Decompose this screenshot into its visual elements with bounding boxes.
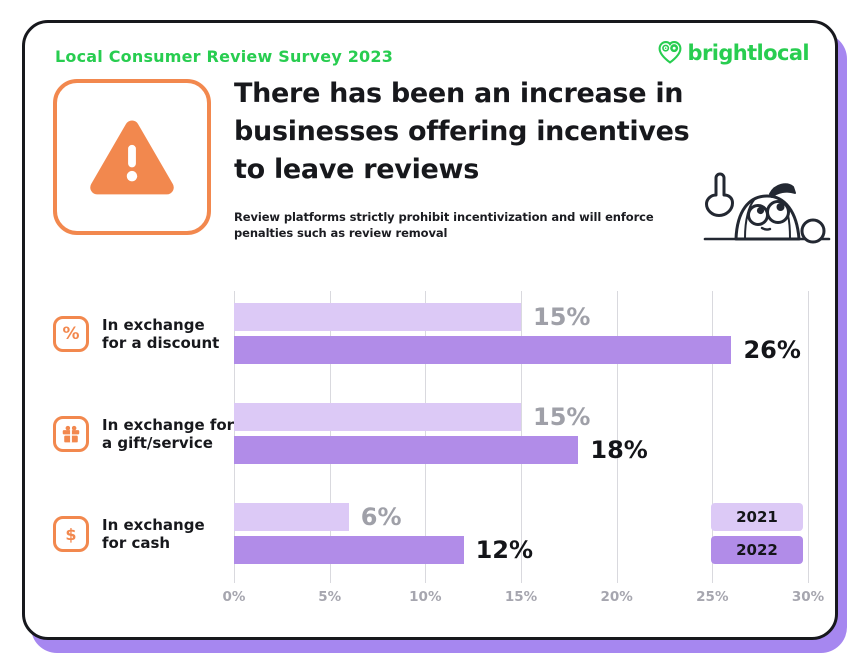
x-axis-label: 5% <box>318 589 342 605</box>
percent-icon: % <box>62 324 80 344</box>
survey-title: Local Consumer Review Survey 2023 <box>55 47 394 66</box>
value-label-2021: 15% <box>533 403 591 431</box>
gridline <box>808 291 809 583</box>
value-label-2021: 6% <box>360 503 402 531</box>
peeking-mascot-illustration <box>703 172 831 244</box>
x-axis-label: 0% <box>222 589 246 605</box>
gift-icon <box>62 425 80 443</box>
brightlocal-logo: brightlocal <box>657 39 810 66</box>
value-label-2022: 18% <box>590 436 648 464</box>
legend-item-2022: 2022 <box>711 536 803 564</box>
category-icon-box: % <box>53 316 89 352</box>
infographic-card: Local Consumer Review Survey 2023 bright… <box>22 20 838 640</box>
gridline <box>712 291 714 583</box>
brightlocal-heart-pin-icon <box>658 41 681 64</box>
bar-2022: 12% <box>234 536 533 564</box>
category-icon-box <box>53 416 89 452</box>
bar-2021: 6% <box>234 503 402 531</box>
category-icon-box: $ <box>53 516 89 552</box>
subtitle-line-2: penalties such as review removal <box>234 226 448 240</box>
category-label: In exchange for a discount <box>102 315 220 353</box>
title-line-1: There has been an increase in <box>234 78 684 109</box>
warning-badge <box>53 79 211 235</box>
title-line-3: to leave reviews <box>234 154 479 185</box>
page-subtitle: Review platforms strictly prohibit incen… <box>234 209 654 241</box>
category-row: % In exchange for a discount <box>53 307 233 361</box>
brightlocal-wordmark: brightlocal <box>687 40 810 65</box>
bar-2021: 15% <box>234 303 590 331</box>
bar-2022: 26% <box>234 336 801 364</box>
x-axis-label: 30% <box>791 589 825 605</box>
gridline <box>616 291 618 583</box>
legend-item-2021: 2021 <box>711 503 803 531</box>
plot-area: 0% 5% 10% 15% 20% 25% 30% 15% 26% 15% 18% 6% 12% 2021… <box>223 291 824 605</box>
x-axis-label: 20% <box>600 589 633 605</box>
x-axis-label: 10% <box>409 589 442 605</box>
category-label: In exchange for cash <box>102 515 205 553</box>
page-title: There has been an increase in businesses… <box>234 75 690 189</box>
pointing-finger-icon <box>705 172 734 217</box>
category-row: $ In exchange for cash <box>53 507 233 561</box>
title-line-2: businesses offering incentives <box>234 116 690 147</box>
mascot-ball <box>800 218 826 244</box>
value-label-2022: 26% <box>743 336 801 364</box>
x-axis-label: 15% <box>504 589 538 605</box>
subtitle-line-1: Review platforms strictly prohibit incen… <box>234 210 654 224</box>
category-label: In exchange for a gift/service <box>102 415 235 453</box>
value-label-2021: 15% <box>533 303 591 331</box>
x-axis-label: 25% <box>696 589 729 605</box>
value-label-2022: 12% <box>475 536 534 564</box>
bar-2021: 15% <box>234 403 590 431</box>
category-row: In exchange for a gift/service <box>53 407 235 461</box>
dollar-icon: $ <box>65 524 77 544</box>
mascot-cap <box>769 183 796 198</box>
bar-2022: 18% <box>234 436 648 464</box>
warning-triangle-icon <box>90 120 174 195</box>
